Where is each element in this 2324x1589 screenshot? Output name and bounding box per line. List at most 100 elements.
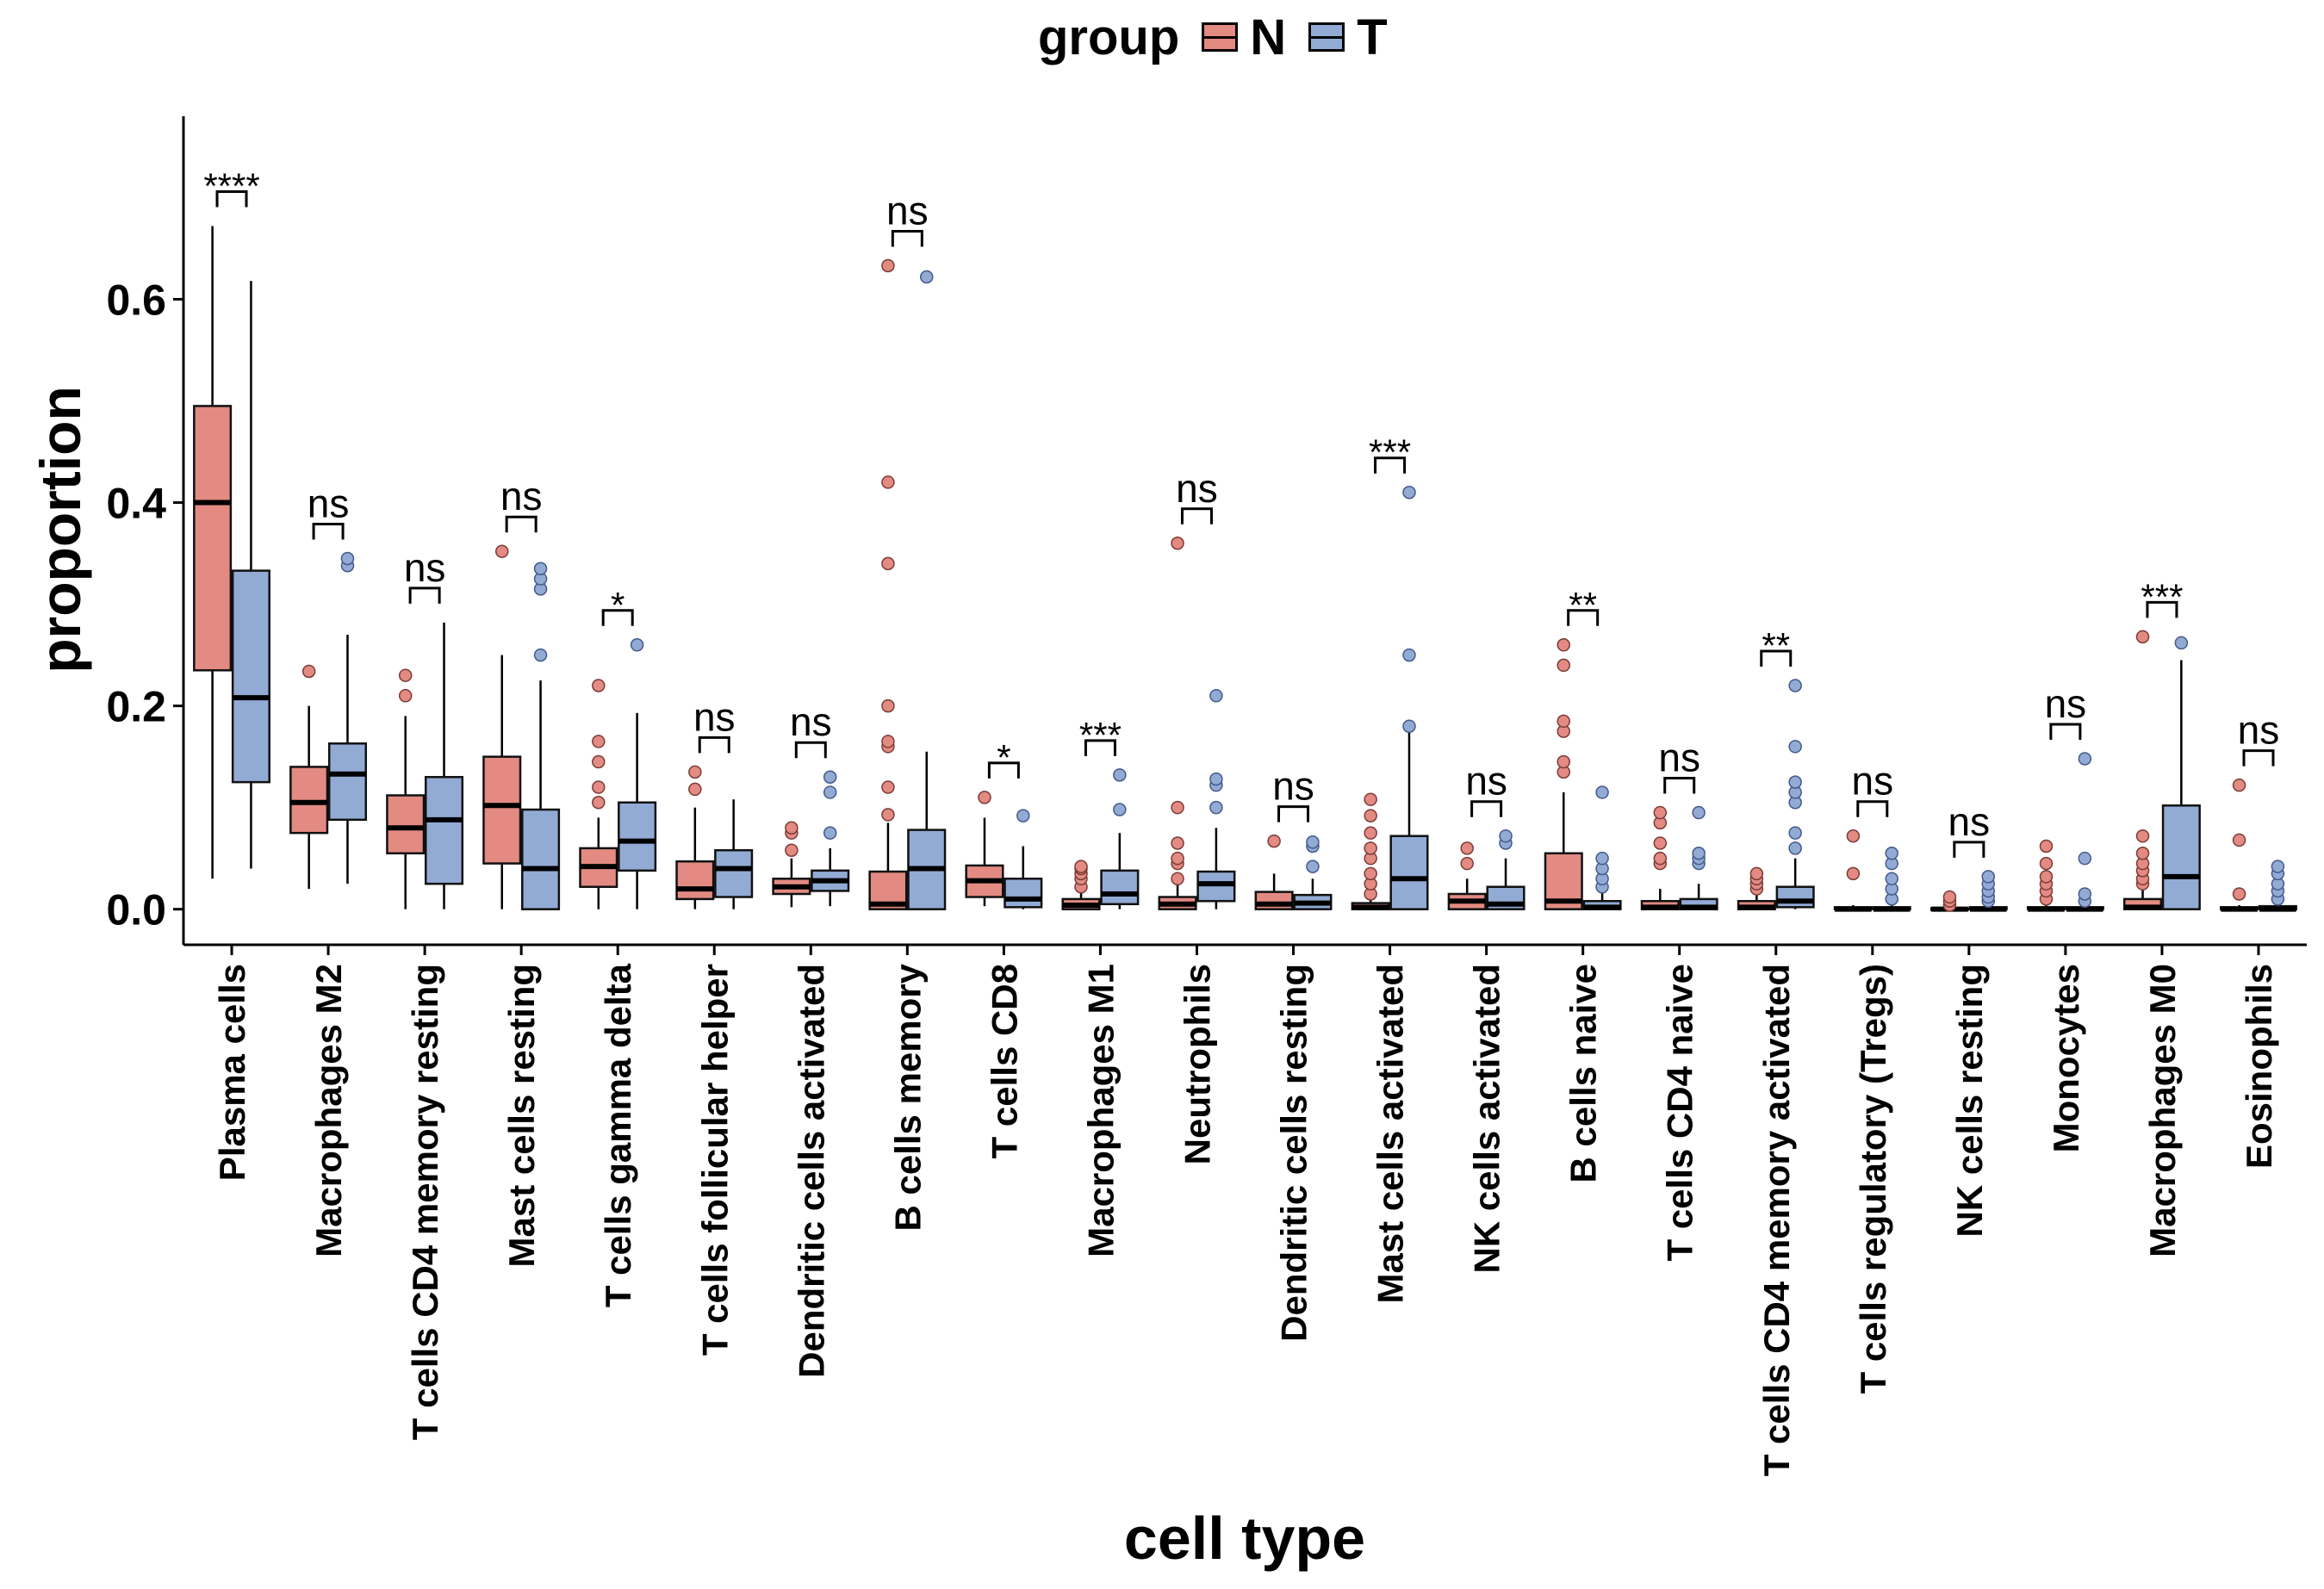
sig-bracket [1470,800,1503,817]
y-tick-label: 0.0 [106,886,166,934]
sig-label: ns [693,694,736,739]
outlier-point [1788,841,1802,855]
box-T [2258,860,2297,912]
outlier-point [533,648,548,662]
box-N [1833,829,1873,912]
sig-bracket [1856,800,1889,817]
outlier-point [533,562,548,576]
sig-label: *** [1369,432,1411,473]
outlier-point [1557,754,1570,769]
x-tick-label: T cells CD4 memory activated [1756,964,1797,1476]
sig-label: ns [1948,799,1991,844]
box-T [1679,805,1718,910]
outlier-point [592,754,606,769]
box-N [1158,537,1197,910]
outlier-point [1885,847,1898,860]
sig-label: *** [2141,576,2183,617]
box-T [714,799,754,909]
outlier-point [978,791,991,804]
outlier-point [398,689,413,703]
legend-title: group [1038,9,1180,65]
y-axis-title: proportion [28,386,92,673]
x-tick-label: T cells CD8 [984,964,1024,1158]
sig-bracket [505,515,538,533]
box-T [1775,679,1815,909]
outlier-point [1171,537,1184,550]
outlier-point [881,475,895,489]
box-T [1582,785,1622,910]
outlier-point [881,780,895,794]
sig-bracket [1953,841,1985,858]
outlier-point [1653,836,1668,850]
sig-bracket [1180,507,1213,524]
sig-label: ns [1272,764,1314,809]
outlier-point [1595,785,1609,799]
x-tick-labels: Plasma cells Macrophages M2 T cells CD4 me… [212,963,2279,1476]
x-tick-label: Plasma cells [212,964,252,1181]
box-T [1486,829,1526,910]
sig-label: ns [886,189,929,233]
box-N [2026,839,2066,912]
box-body [193,405,233,672]
outlier-point [592,735,606,748]
outlier-point [1692,847,1706,860]
outlier-point [340,551,355,566]
box-N [1351,792,1390,910]
box-N [965,791,1004,907]
box-T [1004,809,1043,909]
outlier-point [2232,778,2246,792]
sig-bracket [794,741,827,759]
outlier-point [1171,800,1184,815]
sig-bracket [1277,805,1310,822]
sig-label: * [997,737,1010,778]
x-tick-label: T cells gamma delta [598,963,638,1307]
outlier-point [398,668,413,682]
outlier-point [592,780,606,794]
outlier-point [1402,648,1416,662]
legend-label-n: N [1250,9,1287,65]
outlier-point [920,270,934,284]
outlier-point [2078,851,2092,866]
outlier-point [881,735,895,748]
sig-bracket [1567,609,1600,626]
box-T [1389,485,1429,910]
outlier-point [2078,752,2092,766]
x-tick-label: T cells follicular helper [694,964,735,1356]
outlier-point [1595,851,1609,866]
outlier-point [1788,679,1802,692]
outlier-point [1171,851,1184,866]
outlier-point [823,785,837,799]
outlier-point [881,698,895,713]
outlier-point [1692,805,1706,820]
outlier-point [881,258,895,273]
sig-bracket [601,609,634,626]
box-body [2161,804,2201,910]
x-tick-label: T cells CD4 naive [1660,964,1700,1262]
outlier-point [495,544,509,558]
sig-bracket [1663,777,1696,794]
box-T [1100,768,1140,909]
outlier-point [1209,689,1223,703]
sig-label: ns [308,481,350,525]
box-T [811,770,850,907]
sig-label: ns [1658,736,1700,780]
legend-label-t: T [1357,9,1388,65]
outlier-point [1557,658,1570,673]
outlier-point [1402,485,1416,500]
sig-label: ns [1465,759,1507,804]
outlier-point [1788,775,1802,789]
outlier-point [630,638,644,652]
box-N [1544,638,1583,910]
outlier-point [1942,890,1957,904]
x-tick-label: Monocytes [2046,964,2086,1152]
box-body [521,808,561,910]
sig-bracket [698,736,730,754]
legend-item-t: T [1308,9,1388,66]
legend-key-n [1202,22,1239,52]
outlier-point [1499,829,1513,843]
legend-item-n: N [1202,9,1286,66]
outlier-point [785,843,798,857]
box-N [2122,630,2163,910]
